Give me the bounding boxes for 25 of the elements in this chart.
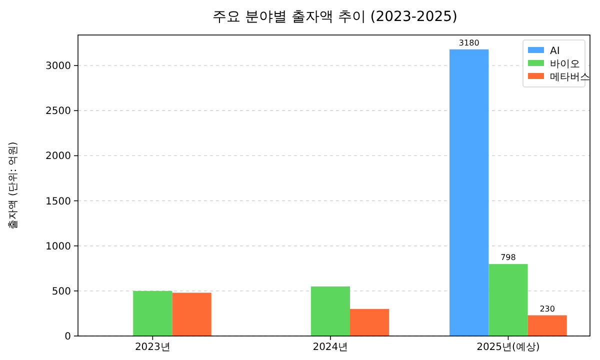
data-label: 230 — [540, 304, 555, 314]
x-tick-label: 2024년 — [312, 342, 348, 353]
x-tick-label: 2025년(예상) — [476, 342, 540, 353]
y-tick-label: 2500 — [46, 106, 71, 118]
data-label: 798 — [500, 253, 516, 262]
bar — [172, 292, 212, 336]
bar — [310, 286, 350, 336]
y-tick-label: 1500 — [46, 196, 71, 208]
chart-title: 주요 분야별 출자액 추이 (2023-2025) — [212, 9, 458, 25]
data-label: 3180 — [458, 38, 480, 48]
bar — [528, 315, 567, 336]
y-tick-label: 500 — [52, 286, 71, 298]
legend-label: AI — [550, 46, 560, 57]
x-tick-label: 2023년 — [134, 342, 170, 353]
bar — [488, 264, 528, 336]
legend-label: 메타버스 — [550, 72, 590, 83]
bar — [133, 290, 172, 336]
legend-label: 바이오 — [550, 59, 580, 70]
y-tick-label: 3000 — [46, 61, 71, 72]
y-tick-label: 1000 — [46, 241, 71, 252]
y-tick-label: 2000 — [46, 151, 71, 162]
y-tick-label: 0 — [64, 332, 71, 342]
y-axis-title: 출자액 (단위: 억원) — [8, 142, 19, 230]
bar — [450, 49, 489, 336]
bar — [350, 308, 390, 336]
